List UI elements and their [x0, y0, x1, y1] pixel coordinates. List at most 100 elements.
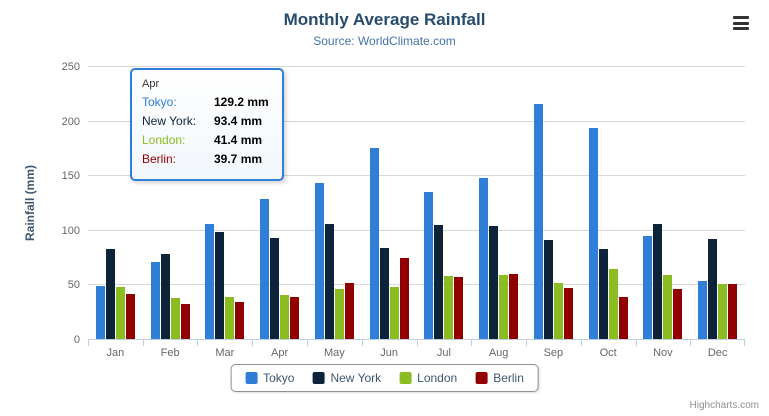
bar-london-feb[interactable] — [170, 297, 180, 340]
bar-new-york-jul[interactable] — [434, 225, 444, 340]
bar-london-mar[interactable] — [225, 297, 235, 340]
x-axis-label-feb: Feb — [160, 347, 180, 359]
bar-berlin-aug[interactable] — [509, 274, 519, 340]
gridline — [88, 66, 745, 67]
x-axis-label-aug: Aug — [488, 347, 509, 359]
tooltip-series-name: London: — [142, 133, 186, 147]
x-axis-label-nov: Nov — [653, 347, 673, 359]
bar-berlin-feb[interactable] — [180, 303, 190, 340]
y-axis-tick-label: 50 — [67, 279, 80, 292]
gridline — [88, 120, 745, 122]
bar-berlin-sep[interactable] — [563, 288, 573, 340]
hamburger-line — [733, 16, 749, 19]
legend-item-berlin[interactable]: Berlin — [475, 371, 524, 385]
bar-new-york-aug[interactable] — [489, 226, 499, 340]
bar-london-nov[interactable] — [663, 275, 673, 340]
gridline — [88, 284, 745, 286]
bar-berlin-may[interactable] — [344, 282, 354, 340]
x-axis-label-mar: Mar — [215, 347, 235, 359]
bar-new-york-sep[interactable] — [543, 240, 553, 340]
tooltip-series-name: Tokyo: — [142, 95, 177, 109]
tooltip-row-tokyo: Tokyo: 129.2 mm — [142, 95, 272, 110]
bar-london-aug[interactable] — [499, 274, 509, 340]
bar-berlin-mar[interactable] — [235, 302, 245, 340]
bar-london-jan[interactable] — [115, 286, 125, 340]
bar-new-york-may[interactable] — [324, 224, 334, 340]
bar-group-mar — [198, 67, 253, 340]
bar-berlin-oct[interactable] — [618, 297, 628, 340]
legend-item-new-york[interactable]: New York — [312, 371, 381, 385]
tooltip: Apr Tokyo: 129.2 mm New York: 93.4 mm London… — [130, 68, 284, 181]
bar-tokyo-feb[interactable] — [150, 261, 160, 340]
bar-new-york-jun[interactable] — [379, 247, 389, 340]
bar-tokyo-jan[interactable] — [95, 285, 105, 340]
bar-new-york-feb[interactable] — [160, 253, 170, 340]
x-axis-label-apr: Apr — [271, 347, 289, 359]
bar-new-york-jan[interactable] — [105, 248, 115, 340]
x-axis-tick-mark — [635, 340, 637, 346]
bar-london-dec[interactable] — [718, 284, 728, 340]
bar-berlin-nov[interactable] — [673, 288, 683, 340]
bar-london-sep[interactable] — [553, 282, 563, 340]
hamburger-menu-icon[interactable] — [733, 16, 749, 30]
tooltip-series-value: 93.4 mm — [214, 114, 263, 128]
bar-tokyo-may[interactable] — [314, 182, 324, 340]
y-axis-tick-label: 200 — [61, 115, 80, 128]
legend-label-new-york: New York — [330, 371, 382, 385]
bar-berlin-dec[interactable] — [728, 284, 738, 340]
bar-group-jan — [88, 67, 143, 340]
bar-new-york-mar[interactable] — [215, 232, 225, 340]
bar-london-apr[interactable] — [280, 294, 290, 340]
x-axis-line — [88, 339, 745, 340]
bar-london-jun[interactable] — [389, 287, 399, 340]
tooltip-rows: Tokyo: 129.2 mm New York: 93.4 mm London: 41.… — [142, 95, 272, 167]
bar-berlin-jul[interactable] — [454, 277, 464, 340]
bar-london-oct[interactable] — [608, 268, 618, 340]
legend-item-tokyo[interactable]: Tokyo — [245, 371, 294, 385]
bar-tokyo-nov[interactable] — [643, 235, 653, 340]
x-axis-label-may: May — [323, 347, 345, 359]
bar-berlin-apr[interactable] — [290, 296, 300, 340]
chart-title: Monthly Average Rainfall — [283, 10, 486, 29]
y-axis-tick-label: 150 — [61, 170, 80, 183]
bar-berlin-jan[interactable] — [125, 293, 135, 340]
bar-group-apr — [252, 67, 307, 340]
bar-group-oct — [581, 67, 636, 340]
legend-symbol-new-york — [312, 372, 325, 384]
credits-link[interactable]: Highcharts.com — [689, 400, 759, 411]
bar-tokyo-sep[interactable] — [533, 103, 543, 340]
legend-item-london[interactable]: London — [399, 371, 457, 385]
x-axis-tick-mark — [142, 340, 144, 346]
x-axis-label-jun: Jun — [380, 347, 398, 359]
bar-tokyo-jun[interactable] — [369, 147, 379, 340]
x-axis-tick-mark — [690, 340, 692, 346]
bar-london-may[interactable] — [334, 288, 344, 340]
bar-london-jul[interactable] — [444, 275, 454, 340]
bar-tokyo-mar[interactable] — [205, 223, 215, 340]
y-axis-tick-label: 100 — [61, 224, 80, 237]
bar-tokyo-apr[interactable] — [260, 198, 270, 340]
legend: Tokyo New York London Berlin — [230, 364, 539, 392]
bar-berlin-jun[interactable] — [399, 257, 409, 340]
bar-tokyo-jul[interactable] — [424, 191, 434, 340]
bar-new-york-nov[interactable] — [653, 223, 663, 340]
hamburger-line — [733, 21, 749, 25]
bar-new-york-dec[interactable] — [708, 239, 718, 340]
bar-group-may — [307, 67, 362, 340]
x-axis-label-sep: Sep — [543, 347, 564, 359]
bar-new-york-apr[interactable] — [270, 238, 280, 340]
x-axis-label-oct: Oct — [599, 347, 617, 359]
tooltip-row-berlin: Berlin: 39.7 mm — [142, 152, 272, 167]
bar-tokyo-oct[interactable] — [588, 128, 598, 340]
x-axis-tick-mark — [580, 340, 582, 346]
x-axis-tick-mark — [471, 340, 473, 346]
bar-tokyo-dec[interactable] — [698, 280, 708, 340]
bar-new-york-oct[interactable] — [598, 248, 608, 340]
legend-symbol-london — [399, 372, 412, 384]
bar-group-sep — [526, 67, 581, 340]
bar-group-dec — [690, 67, 745, 340]
bar-tokyo-aug[interactable] — [479, 177, 489, 340]
tooltip-series-name: Berlin: — [142, 152, 177, 166]
tooltip-series-value: 129.2 mm — [214, 95, 269, 109]
